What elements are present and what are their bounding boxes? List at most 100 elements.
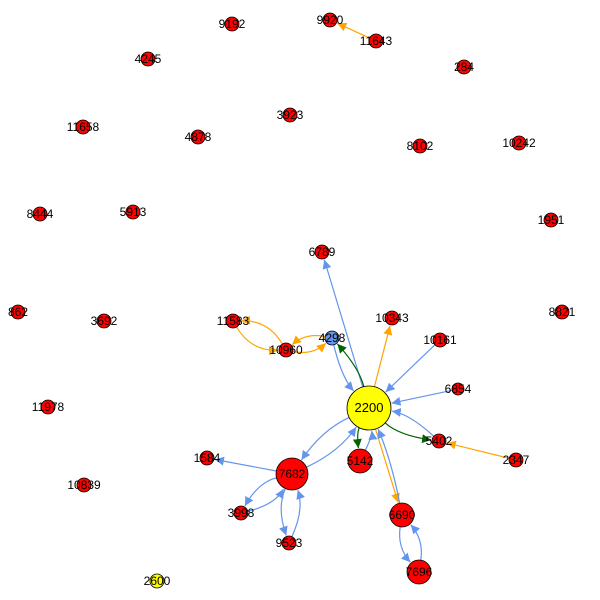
node-circle-9920[interactable] bbox=[322, 12, 338, 28]
node-circle-3998[interactable] bbox=[233, 505, 249, 521]
edge-2200-to-7682 bbox=[301, 416, 350, 461]
node-label-1584: 1584 bbox=[194, 451, 221, 465]
node-label-5402: 5402 bbox=[426, 434, 453, 448]
node-circle-10839[interactable] bbox=[76, 477, 92, 493]
node-label-11978: 11978 bbox=[32, 400, 65, 414]
node-label-6789: 6789 bbox=[309, 245, 336, 259]
node-11583[interactable]: 11583 bbox=[217, 313, 250, 329]
node-10960[interactable]: 10960 bbox=[269, 342, 303, 358]
node-circle-11658[interactable] bbox=[75, 119, 91, 135]
node-circle-862[interactable] bbox=[10, 304, 26, 320]
node-10161[interactable]: 10161 bbox=[423, 332, 457, 348]
node-circle-10242[interactable] bbox=[511, 135, 527, 151]
node-3923[interactable]: 3923 bbox=[277, 107, 304, 123]
node-label-2600: 2600 bbox=[144, 574, 171, 588]
node-6690[interactable]: 6690 bbox=[389, 502, 416, 528]
node-4245[interactable]: 4245 bbox=[135, 51, 162, 67]
node-circle-8821[interactable] bbox=[554, 304, 570, 320]
node-label-9192: 9192 bbox=[219, 17, 246, 31]
node-label-10242: 10242 bbox=[502, 136, 536, 150]
node-circle-8102[interactable] bbox=[412, 138, 428, 154]
node-circle-11583[interactable] bbox=[225, 313, 241, 329]
node-7682[interactable]: 7682 bbox=[275, 457, 309, 491]
node-2347[interactable]: 2347 bbox=[503, 452, 530, 468]
node-circle-1584[interactable] bbox=[199, 450, 215, 466]
node-4878[interactable]: 4878 bbox=[185, 129, 212, 145]
node-circle-9523[interactable] bbox=[281, 535, 297, 551]
node-circle-7696[interactable] bbox=[406, 559, 432, 585]
node-8444[interactable]: 8444 bbox=[27, 206, 54, 222]
node-label-6854: 6854 bbox=[445, 382, 472, 396]
node-10839[interactable]: 10839 bbox=[67, 477, 101, 493]
node-9523[interactable]: 9523 bbox=[276, 535, 303, 551]
node-label-5913: 5913 bbox=[120, 205, 147, 219]
node-circle-9192[interactable] bbox=[224, 16, 240, 32]
node-label-4245: 4245 bbox=[135, 52, 162, 66]
node-11643[interactable]: 11643 bbox=[360, 33, 393, 49]
edge-layer bbox=[214, 22, 510, 563]
node-label-10343: 10343 bbox=[375, 311, 409, 325]
node-9192[interactable]: 9192 bbox=[219, 16, 246, 32]
node-label-11658: 11658 bbox=[67, 120, 100, 134]
node-3998[interactable]: 3998 bbox=[228, 505, 255, 521]
edge-7696-to-6690 bbox=[410, 524, 422, 561]
node-circle-3692[interactable] bbox=[96, 313, 112, 329]
node-circle-6854[interactable] bbox=[451, 382, 465, 396]
edge-11583-to-10960 bbox=[236, 326, 279, 356]
node-4298[interactable]: 4298 bbox=[319, 330, 346, 346]
node-1951[interactable]: 1951 bbox=[538, 212, 565, 228]
edge-2347-to-5402 bbox=[446, 440, 510, 459]
node-label-3923: 3923 bbox=[277, 108, 304, 122]
node-7696[interactable]: 7696 bbox=[406, 559, 433, 585]
node-11978[interactable]: 11978 bbox=[32, 399, 65, 415]
node-circle-284[interactable] bbox=[456, 59, 472, 75]
node-6854[interactable]: 6854 bbox=[445, 382, 472, 396]
node-circle-8444[interactable] bbox=[32, 206, 48, 222]
node-5402[interactable]: 5402 bbox=[426, 433, 453, 449]
edge-9523-to-7682 bbox=[291, 489, 305, 537]
node-circle-11978[interactable] bbox=[40, 399, 56, 415]
node-circle-10161[interactable] bbox=[432, 332, 448, 348]
node-2600[interactable]: 2600 bbox=[144, 573, 171, 589]
node-circle-3923[interactable] bbox=[282, 107, 298, 123]
node-circle-6690[interactable] bbox=[389, 502, 415, 528]
node-circle-2200[interactable] bbox=[346, 385, 392, 431]
node-circle-10960[interactable] bbox=[278, 342, 294, 358]
node-label-2200: 2200 bbox=[355, 400, 384, 415]
node-circle-5913[interactable] bbox=[125, 204, 141, 220]
node-284[interactable]: 284 bbox=[454, 59, 474, 75]
node-circle-10343[interactable] bbox=[384, 310, 400, 326]
node-2200[interactable]: 2200 bbox=[346, 385, 392, 431]
node-8102[interactable]: 8102 bbox=[407, 138, 434, 154]
node-3692[interactable]: 3692 bbox=[91, 313, 118, 329]
node-10343[interactable]: 10343 bbox=[375, 310, 409, 326]
node-label-5142: 5142 bbox=[347, 454, 374, 468]
node-label-2347: 2347 bbox=[503, 453, 530, 467]
node-6789[interactable]: 6789 bbox=[309, 244, 336, 260]
node-11658[interactable]: 11658 bbox=[67, 119, 100, 135]
node-label-8444: 8444 bbox=[27, 207, 54, 221]
edge-5142-to-2200 bbox=[364, 430, 378, 451]
node-circle-4298[interactable] bbox=[324, 330, 340, 346]
node-circle-6789[interactable] bbox=[314, 244, 330, 260]
node-circle-5142[interactable] bbox=[347, 448, 373, 474]
node-circle-1951[interactable] bbox=[543, 212, 559, 228]
node-862[interactable]: 862 bbox=[8, 304, 28, 320]
node-5142[interactable]: 5142 bbox=[347, 448, 374, 474]
node-circle-11643[interactable] bbox=[368, 33, 384, 49]
node-circle-2347[interactable] bbox=[508, 452, 524, 468]
edge-10960-to-11583 bbox=[240, 315, 283, 345]
node-circle-4245[interactable] bbox=[140, 51, 156, 67]
node-8821[interactable]: 8821 bbox=[549, 304, 576, 320]
edge-10161-to-2200 bbox=[385, 344, 436, 393]
node-circle-4878[interactable] bbox=[190, 129, 206, 145]
node-circle-7682[interactable] bbox=[275, 457, 309, 491]
node-9920[interactable]: 9920 bbox=[317, 12, 344, 28]
node-5913[interactable]: 5913 bbox=[120, 204, 147, 220]
node-10242[interactable]: 10242 bbox=[502, 135, 536, 151]
node-1584[interactable]: 1584 bbox=[194, 450, 221, 466]
node-label-7696: 7696 bbox=[406, 565, 433, 579]
node-circle-2600[interactable] bbox=[149, 573, 165, 589]
node-layer: 9192 9920 11643 4245 284 11658 4878 3923 8102 102… bbox=[8, 12, 576, 589]
node-circle-5402[interactable] bbox=[431, 433, 447, 449]
